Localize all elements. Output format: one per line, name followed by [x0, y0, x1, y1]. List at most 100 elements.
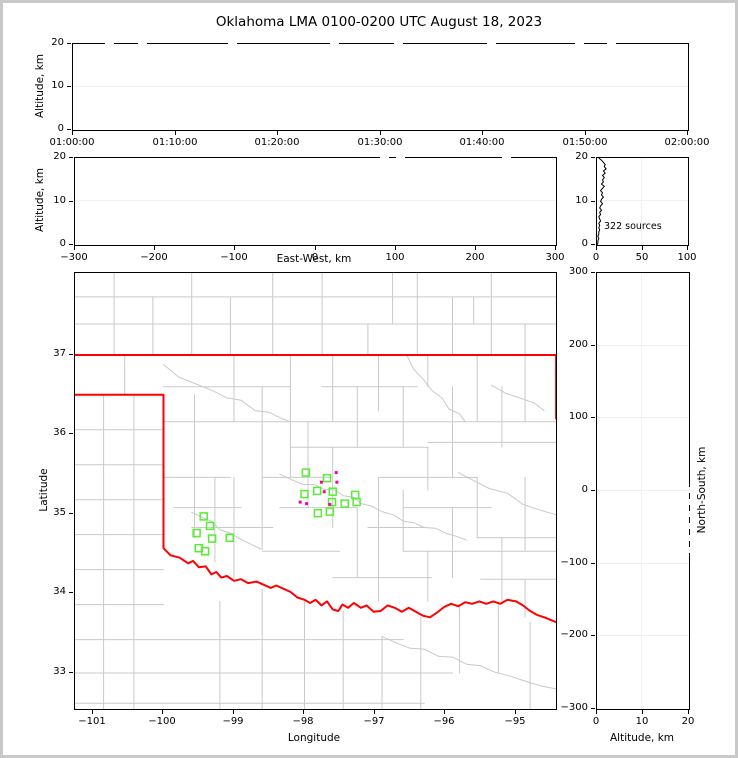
- tick-mark: [591, 244, 595, 245]
- histogram-svg: [597, 158, 607, 245]
- lightning-source-marker: [225, 533, 234, 543]
- tick-mark: [69, 354, 73, 355]
- tick-label: 0: [592, 252, 600, 263]
- gridline: [73, 86, 688, 87]
- tick-mark: [444, 710, 445, 714]
- point-marker: [328, 502, 332, 506]
- tick-label: 10: [51, 80, 64, 91]
- frame-dash: [689, 523, 690, 529]
- tick-label: 100: [385, 252, 405, 263]
- east-west-altitude-panel: [74, 157, 557, 246]
- tick-label: 33: [53, 666, 66, 677]
- tick-mark: [277, 131, 278, 135]
- river-line: [490, 384, 545, 412]
- lightning-source-marker: [192, 528, 201, 538]
- river-line: [406, 354, 466, 423]
- tick-label: 20: [575, 151, 588, 162]
- tick-label: 200: [465, 252, 485, 263]
- map-panel: [74, 272, 557, 710]
- tick-label: 0: [581, 484, 588, 495]
- gridline: [597, 490, 689, 491]
- lightning-source-marker: [200, 547, 210, 556]
- frame-dash: [689, 547, 690, 553]
- point-marker: [334, 471, 338, 475]
- tick-label: 300: [568, 266, 588, 277]
- tick-mark: [688, 710, 689, 714]
- tick-label: 300: [545, 252, 565, 263]
- frame-dash: [607, 43, 616, 44]
- tick-label: 20: [51, 37, 64, 48]
- tick-mark: [596, 246, 597, 250]
- frame-dash: [138, 43, 147, 44]
- tick-label: 01:30:00: [357, 137, 403, 148]
- tick-mark: [515, 710, 516, 714]
- tick-label: 20: [53, 151, 66, 162]
- frame-dash: [689, 487, 690, 493]
- tick-mark: [67, 86, 71, 87]
- frame-dash: [396, 157, 405, 158]
- tick-label: −99: [222, 716, 244, 727]
- map-xlabel: Longitude: [287, 732, 341, 744]
- figure-title: Oklahoma LMA 0100-0200 UTC August 18, 20…: [215, 14, 543, 30]
- frame-dash: [502, 157, 511, 158]
- lightning-source-marker: [207, 534, 217, 543]
- lightning-source-marker: [312, 486, 322, 496]
- tick-label: 0: [59, 238, 66, 249]
- tick-label: −200: [560, 629, 588, 640]
- lightning-source-marker: [205, 521, 215, 531]
- tick-mark: [687, 246, 688, 250]
- frame-dash: [330, 43, 339, 44]
- time-altitude-panel: [72, 43, 689, 131]
- tick-label: 01:00:00: [49, 137, 95, 148]
- tick-label: 34: [53, 586, 66, 597]
- tick-label: 01:40:00: [459, 137, 505, 148]
- tick-mark: [591, 563, 595, 564]
- tick-mark: [303, 710, 304, 714]
- lightning-source-marker: [325, 507, 335, 516]
- tick-label: 36: [53, 427, 66, 438]
- river-line: [163, 364, 291, 423]
- lightning-source-marker: [300, 489, 309, 499]
- source-count-annotation: 322 sources: [604, 221, 662, 232]
- tick-mark: [380, 131, 381, 135]
- altitude-histogram-trace: [597, 158, 607, 245]
- tick-mark: [92, 710, 93, 714]
- frame-dash: [394, 43, 403, 44]
- tick-mark: [67, 43, 71, 44]
- frame-dash: [228, 43, 237, 44]
- tick-mark: [591, 201, 595, 202]
- tick-label: −100: [220, 252, 248, 263]
- tick-label: −100: [148, 716, 176, 727]
- lightning-source-marker: [301, 468, 311, 477]
- gridline: [641, 273, 642, 709]
- tick-mark: [69, 201, 73, 202]
- tick-label: 10: [53, 195, 66, 206]
- tick-label: 0: [592, 716, 600, 727]
- gridline: [75, 200, 556, 201]
- tick-label: −96: [433, 716, 455, 727]
- tick-label: 0: [57, 123, 64, 134]
- frame-dash: [689, 499, 690, 505]
- tick-label: −300: [60, 252, 88, 263]
- tick-mark: [591, 417, 595, 418]
- tick-mark: [596, 710, 597, 714]
- tick-label: −101: [78, 716, 106, 727]
- river-line: [381, 635, 556, 690]
- lightning-source-marker: [328, 487, 337, 496]
- tick-label: 10: [575, 195, 588, 206]
- gridline: [597, 345, 689, 346]
- tick-label: 35: [53, 507, 66, 518]
- tick-mark: [591, 708, 595, 709]
- tick-label: −200: [140, 252, 168, 263]
- tick-label: 0: [581, 238, 588, 249]
- tick-mark: [69, 513, 73, 514]
- tick-mark: [482, 131, 483, 135]
- gridline: [597, 563, 689, 564]
- tick-label: 01:50:00: [562, 137, 608, 148]
- tick-mark: [315, 246, 316, 250]
- tick-mark: [162, 710, 163, 714]
- tick-mark: [154, 246, 155, 250]
- tick-mark: [475, 246, 476, 250]
- ew-panel-xlabel: East-West, km: [276, 253, 352, 265]
- tick-mark: [591, 157, 595, 158]
